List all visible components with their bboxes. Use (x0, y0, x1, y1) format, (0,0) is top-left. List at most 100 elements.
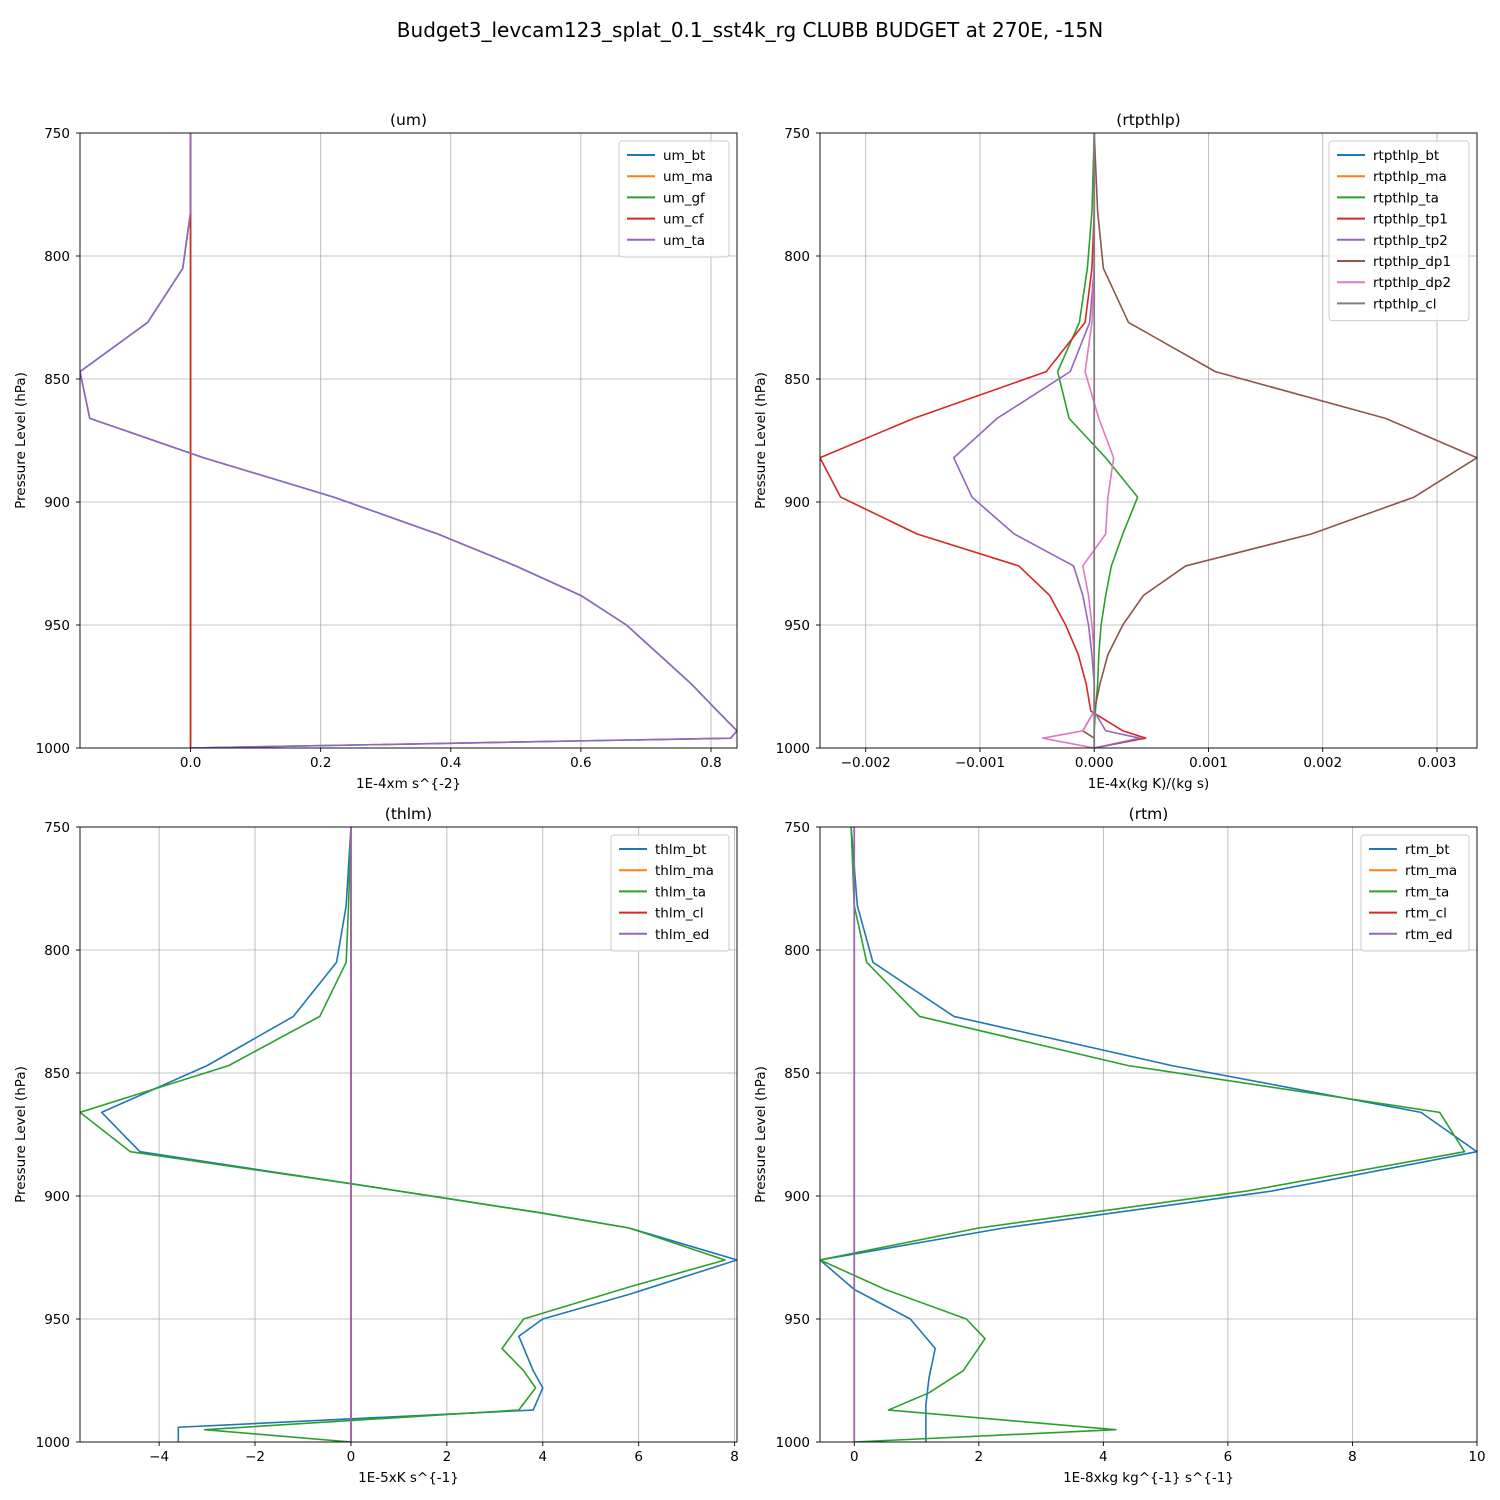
y-tick-label: 1000 (776, 741, 810, 757)
panel-title: (um) (390, 111, 427, 129)
legend-label: rtm_ed (1405, 927, 1453, 943)
y-tick-label: 850 (44, 372, 70, 388)
panel-title: (thlm) (385, 805, 432, 823)
x-tick-label: −0.002 (841, 755, 891, 771)
x-tick-label: −4 (149, 1449, 169, 1465)
y-tick-label: 1000 (36, 741, 70, 757)
x-tick-label: 0.6 (570, 755, 591, 771)
x-tick-label: −2 (245, 1449, 265, 1465)
y-tick-label: 900 (44, 495, 70, 511)
x-tick-label: 0.003 (1418, 755, 1457, 771)
legend-label: rtm_cl (1405, 906, 1447, 922)
legend-label: rtm_ta (1405, 884, 1449, 900)
panel-2: −4 −2 0 2 4 6 8 750 800 850 900 950 1000 (thlm) 1E-5xK… (13, 805, 739, 1486)
y-tick-label: 950 (44, 1312, 70, 1328)
x-axis-label: 1E-8xkg kg^{-1} s^{-1} (1063, 1470, 1234, 1486)
legend: rtpthlp_bt rtpthlp_ma rtpthlp_ta rtpthlp_tp… (1328, 140, 1470, 322)
x-tick-label: −0.001 (955, 755, 1005, 771)
panel-title: (rtpthlp) (1116, 111, 1180, 129)
y-tick-label: 1000 (776, 1435, 810, 1451)
x-tick-label: 2 (443, 1449, 452, 1465)
x-tick-label: 0.0 (180, 755, 201, 771)
legend-label: um_gf (663, 190, 706, 206)
y-axis-label: Pressure Level (hPa) (13, 372, 29, 509)
series-group (820, 133, 1477, 748)
x-tick-label: 6 (1224, 1449, 1233, 1465)
series-line-rtpthlp_tp2 (952, 133, 1141, 748)
x-tick-label: 0.002 (1303, 755, 1342, 771)
axes-frame (79, 132, 738, 749)
legend-label: thlm_bt (655, 842, 706, 858)
x-tick-label: 0 (347, 1449, 356, 1465)
y-tick-label: 900 (44, 1189, 70, 1205)
legend-label: thlm_ed (655, 927, 709, 943)
legend-label: rtpthlp_ta (1373, 190, 1439, 206)
legend-box (1360, 834, 1470, 952)
y-tick-label: 750 (44, 126, 70, 142)
y-tick-label: 1000 (36, 1435, 70, 1451)
series-line-thlm_ta (80, 827, 726, 1442)
legend: rtm_bt rtm_ma rtm_ta rtm_cl rtm_ed (1360, 834, 1470, 952)
legend-label: um_bt (663, 148, 705, 164)
y-tick-label: 850 (784, 372, 810, 388)
y-tick-label: 800 (784, 249, 810, 265)
legend-label: thlm_cl (655, 906, 704, 922)
series-line-rtm_bt (820, 827, 1477, 1442)
x-tick-label: 10 (1468, 1449, 1485, 1465)
legend-label: rtpthlp_dp1 (1373, 254, 1451, 270)
legend-label: thlm_ta (655, 884, 706, 900)
x-tick-label: 8 (730, 1449, 739, 1465)
x-tick-label: 0.001 (1189, 755, 1228, 771)
x-tick-label: 0.4 (440, 755, 461, 771)
y-tick-label: 850 (784, 1066, 810, 1082)
y-tick-label: 950 (784, 1312, 810, 1328)
legend-label: rtpthlp_dp2 (1373, 275, 1451, 291)
y-tick-label: 750 (784, 820, 810, 836)
x-tick-label: 0.2 (310, 755, 331, 771)
series-line-um_ta (80, 133, 737, 748)
legend-label: thlm_ma (655, 863, 714, 879)
y-tick-label: 950 (44, 618, 70, 634)
panel-1: −0.002 −0.001 0.000 0.001 0.002 0.003 750 800 85… (753, 111, 1478, 792)
legend-label: rtpthlp_tp1 (1373, 212, 1448, 228)
x-tick-label: 8 (1348, 1449, 1357, 1465)
y-tick-label: 850 (44, 1066, 70, 1082)
y-tick-label: 950 (784, 618, 810, 634)
y-tick-label: 800 (784, 943, 810, 959)
legend-box (610, 834, 730, 952)
legend-label: rtpthlp_ma (1373, 169, 1447, 185)
y-axis-label: Pressure Level (hPa) (753, 1066, 769, 1203)
x-tick-label: 0 (850, 1449, 859, 1465)
y-axis-label: Pressure Level (hPa) (13, 1066, 29, 1203)
series-group (80, 133, 737, 748)
axes-frame (79, 826, 738, 1443)
legend-label: rtpthlp_tp2 (1373, 233, 1448, 249)
x-tick-label: 4 (1099, 1449, 1108, 1465)
y-tick-label: 750 (44, 820, 70, 836)
legend-label: rtm_ma (1405, 863, 1457, 879)
panel-title: (rtm) (1129, 805, 1169, 823)
legend-label: rtpthlp_bt (1373, 148, 1439, 164)
axes-frame (819, 826, 1478, 1443)
x-tick-label: 0.000 (1075, 755, 1114, 771)
axes-frame (819, 132, 1478, 749)
legend-label: um_ma (663, 169, 713, 185)
series-line-rtm_ta (820, 827, 1466, 1442)
legend-label: rtm_bt (1405, 842, 1450, 858)
x-axis-label: 1E-5xK s^{-1} (358, 1470, 459, 1486)
x-tick-label: 6 (634, 1449, 643, 1465)
legend-label: um_cf (663, 212, 705, 228)
legend-label: rtpthlp_cl (1373, 296, 1437, 312)
x-tick-label: 4 (538, 1449, 547, 1465)
y-tick-label: 800 (44, 943, 70, 959)
series-group (820, 827, 1477, 1442)
legend-box (1328, 140, 1470, 322)
x-axis-label: 1E-4xm s^{-2} (356, 776, 461, 792)
y-tick-label: 900 (784, 495, 810, 511)
panel-3: 0 2 4 6 8 10 750 800 850 900 950 1000 (rtm) 1E-8xkg k… (753, 805, 1486, 1486)
x-tick-label: 2 (975, 1449, 984, 1465)
x-axis-label: 1E-4x(kg K)/(kg s) (1088, 776, 1209, 792)
x-tick-label: 0.8 (700, 755, 721, 771)
legend: thlm_bt thlm_ma thlm_ta thlm_cl thlm_ed (610, 834, 730, 952)
